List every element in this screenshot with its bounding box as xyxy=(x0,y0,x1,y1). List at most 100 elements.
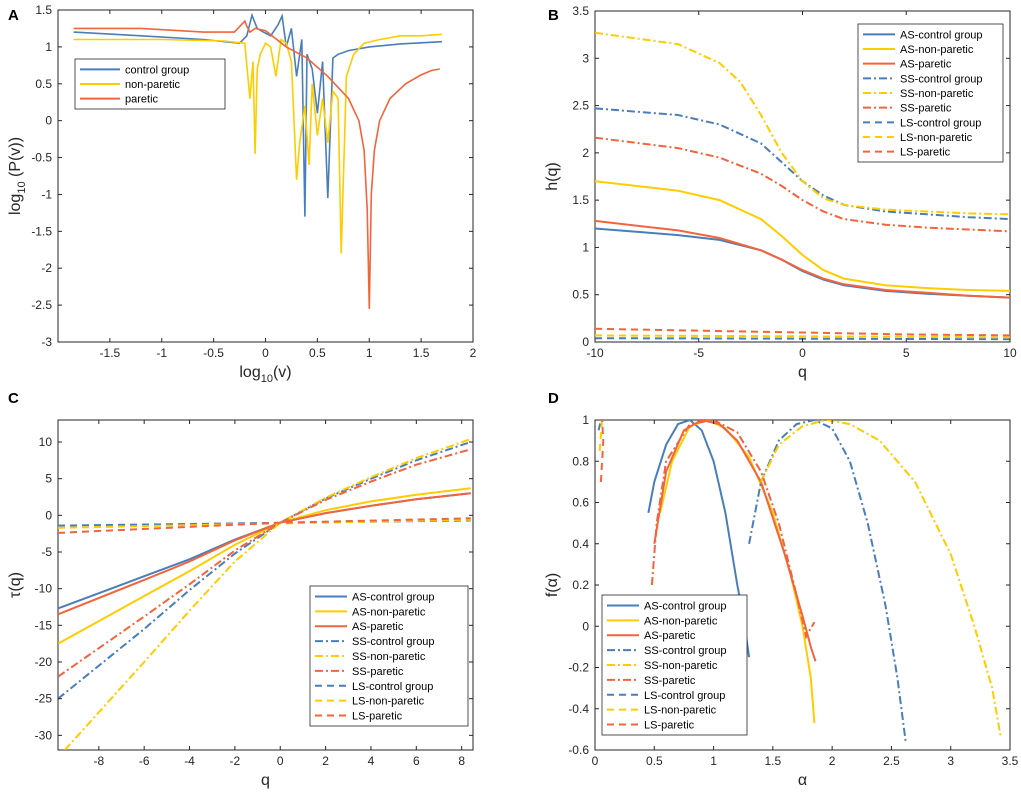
y-tick-label: 0.5 xyxy=(572,288,589,302)
x-tick-label: 0.5 xyxy=(646,754,663,768)
series-line-ls-paretic xyxy=(595,327,1010,337)
y-tick-label: 0 xyxy=(45,508,52,522)
series-line-as-non-paretic xyxy=(595,180,1010,292)
y-axis-label: h(q) xyxy=(544,162,561,190)
legend-label: non-paretic xyxy=(125,79,181,91)
panel-b: B -10 -5 0 5 10 0 0.5 1 1.5 2 2.5 3 3.5 q h(q) AS-contro… xyxy=(544,4,1017,381)
series-line-ls-non-paretic xyxy=(598,420,604,451)
x-tick-label: 1.5 xyxy=(765,754,782,768)
y-tick-label: 1.5 xyxy=(572,193,589,207)
legend-label: LS-non-paretic xyxy=(352,696,425,708)
legend-label: paretic xyxy=(125,94,159,106)
x-tick-label: 2.5 xyxy=(883,754,900,768)
y-tick-label: -0.5 xyxy=(31,151,52,165)
y-tick-label: 0.4 xyxy=(572,537,589,551)
series-line-ss-paretic xyxy=(650,420,816,640)
series-line-control-group xyxy=(73,12,442,217)
legend-label: AS-control group xyxy=(644,600,727,612)
x-tick-label: 2 xyxy=(322,754,329,768)
x-tick-label: -4 xyxy=(184,754,195,768)
legend-label: SS-non-paretic xyxy=(900,88,974,100)
series-line-ls-paretic xyxy=(58,517,471,534)
y-tick-label: -3 xyxy=(41,335,52,349)
y-tick-label: 1 xyxy=(582,413,589,427)
x-tick-label: -6 xyxy=(139,754,150,768)
y-tick-label: 0.2 xyxy=(572,578,589,592)
legend-label: AS-control group xyxy=(352,591,435,603)
legend-label: SS-control group xyxy=(352,636,435,648)
x-tick-label: 0 xyxy=(592,754,599,768)
y-tick-label: 1.5 xyxy=(35,3,52,17)
series-line-ls-non-paretic xyxy=(595,334,1010,339)
legend-label: AS-non-paretic xyxy=(900,44,974,56)
x-tick-label: 0 xyxy=(262,346,269,360)
y-tick-label: -5 xyxy=(41,545,52,559)
legend: control group non-paretic paretic xyxy=(74,58,226,110)
x-tick-label: -0.5 xyxy=(203,346,224,360)
y-tick-label: -0.6 xyxy=(568,743,589,757)
legend-label: AS-non-paretic xyxy=(644,615,718,627)
series-line-ls-control-group xyxy=(597,420,602,431)
series-line-ss-non-paretic xyxy=(760,420,1002,736)
legend-label: SS-paretic xyxy=(352,666,404,678)
x-tick-label: 3 xyxy=(947,754,954,768)
x-tick-label: -10 xyxy=(586,346,604,360)
y-tick-label: -0.2 xyxy=(568,661,589,675)
x-tick-label: 4 xyxy=(368,754,375,768)
legend-label: LS-non-paretic xyxy=(900,132,973,144)
legend-label: AS-control group xyxy=(900,29,983,41)
legend-label: AS-paretic xyxy=(352,621,404,633)
y-tick-label: 5 xyxy=(45,472,52,486)
y-tick-label: 1 xyxy=(582,240,589,254)
y-axis-label: log10 (P(v)) xyxy=(7,137,28,215)
legend-label: AS-non-paretic xyxy=(352,606,426,618)
panel-letter: C xyxy=(8,390,19,407)
y-tick-label: -10 xyxy=(35,582,53,596)
series-line-as-non-paretic xyxy=(659,420,816,724)
series-line-ss-non-paretic xyxy=(595,31,1010,216)
legend-label: control group xyxy=(125,64,189,76)
legend-label: SS-non-paretic xyxy=(644,660,718,672)
y-tick-label: -30 xyxy=(35,728,53,742)
x-axis-label: log10(v) xyxy=(239,364,291,385)
legend-label: SS-non-paretic xyxy=(352,651,426,663)
axes-frame xyxy=(57,419,474,751)
x-tick-label: 3.5 xyxy=(1002,754,1019,768)
y-tick-label: 0.5 xyxy=(35,77,52,91)
panel-letter: A xyxy=(8,7,19,24)
series-line-non-paretic xyxy=(73,33,442,254)
series-line-ls-paretic xyxy=(599,420,605,482)
x-tick-label: -2 xyxy=(230,754,241,768)
x-tick-label: 1 xyxy=(710,754,717,768)
y-tick-label: -0.4 xyxy=(568,702,589,716)
y-tick-label: 0.8 xyxy=(572,454,589,468)
legend: AS-control group AS-non-paretic AS-paretic… xyxy=(309,585,469,727)
series-line-paretic xyxy=(73,19,440,309)
y-axis-label: f(α) xyxy=(544,573,561,597)
y-tick-label: -2.5 xyxy=(31,298,52,312)
y-tick-label: 3.5 xyxy=(572,4,589,18)
series-line-as-paretic xyxy=(595,219,1010,299)
y-tick-label: 10 xyxy=(39,435,53,449)
panel-letter: D xyxy=(548,390,559,407)
x-tick-label: -5 xyxy=(693,346,704,360)
x-tick-label: 1 xyxy=(366,346,373,360)
y-tick-label: 0 xyxy=(582,619,589,633)
x-tick-label: 1.5 xyxy=(413,346,430,360)
legend-label: LS-control group xyxy=(644,690,725,702)
x-tick-label: -1.5 xyxy=(100,346,121,360)
x-axis-label: q xyxy=(798,364,807,381)
x-tick-label: 2 xyxy=(829,754,836,768)
y-tick-label: 0 xyxy=(45,114,52,128)
series-line-ss-control-group xyxy=(595,107,1010,221)
legend-label: SS-control group xyxy=(900,73,983,85)
series-line-ss-paretic xyxy=(595,136,1010,233)
panel-a: A -1.5 -1 -0.5 0 0.5 1 1.5 2 -3 -2.5 -2 -1.5 -1 -0.5 0 0… xyxy=(7,3,477,385)
legend-label: SS-control group xyxy=(644,645,727,657)
y-tick-label: 0 xyxy=(582,335,589,349)
series-line-ss-paretic xyxy=(58,448,471,678)
legend-label: LS-control group xyxy=(352,681,433,693)
legend-label: SS-paretic xyxy=(644,675,696,687)
series-line-ss-control-group xyxy=(748,420,907,742)
x-tick-label: 5 xyxy=(903,346,910,360)
